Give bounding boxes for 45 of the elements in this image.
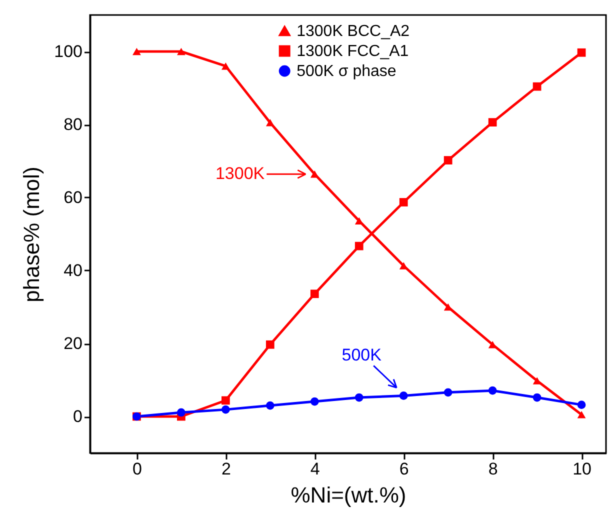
- point: [221, 396, 230, 405]
- point: [266, 340, 274, 349]
- x-tick-label: 4: [310, 460, 320, 478]
- point: [266, 401, 274, 410]
- point: [354, 217, 364, 224]
- y-tick-label: 40: [64, 261, 82, 280]
- x-tick-label: 8: [488, 460, 498, 478]
- point: [532, 82, 542, 91]
- annotation: 500K: [342, 346, 382, 365]
- x-tick-label: 2: [221, 460, 231, 478]
- point: [354, 393, 364, 402]
- point: [221, 405, 230, 414]
- point: [488, 118, 497, 126]
- point: [310, 290, 319, 298]
- point: [310, 397, 319, 406]
- annotation: 1300K: [215, 164, 266, 184]
- x-axis-title: %Ni=(wt.%): [290, 482, 406, 508]
- point: [354, 242, 364, 250]
- point: [488, 386, 497, 395]
- legend-label: 500K σ phase: [296, 63, 396, 80]
- point: [444, 156, 452, 164]
- x-tick-label: 10: [572, 460, 592, 478]
- x-tick-label: 6: [399, 460, 409, 478]
- point: [577, 400, 586, 409]
- y-tick-label: 80: [64, 115, 82, 134]
- y-axis-title: phase% (mol): [19, 166, 44, 302]
- point: [577, 411, 586, 418]
- y-tick-label: 60: [64, 188, 82, 207]
- point: [177, 408, 186, 417]
- y-tick-label: 100: [54, 42, 82, 61]
- legend-label: 1300K FCC_A1: [296, 43, 409, 60]
- point: [177, 48, 186, 56]
- point: [221, 62, 230, 70]
- y-tick-label: 0: [73, 407, 82, 426]
- point: [444, 388, 452, 397]
- point: [399, 392, 408, 400]
- x-tick-label: 0: [132, 460, 142, 478]
- point: [132, 48, 141, 56]
- legend-label: 1300K BCC_A2: [296, 23, 410, 40]
- point: [266, 119, 274, 126]
- point: [310, 170, 319, 178]
- point: [532, 393, 542, 402]
- point: [577, 48, 586, 57]
- point: [399, 198, 408, 206]
- y-tick-label: 20: [64, 334, 82, 353]
